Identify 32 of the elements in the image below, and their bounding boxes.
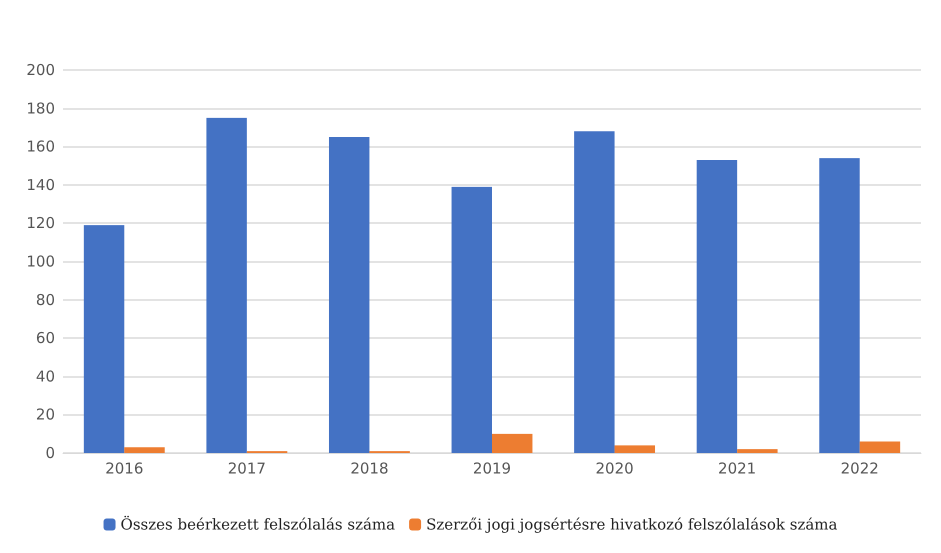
bar [696,160,738,453]
bar [206,118,247,453]
x-tick-label: 2020 [595,460,634,478]
bar [492,434,532,453]
bar [328,137,370,453]
bar [614,445,656,453]
bar [819,158,860,453]
bar [124,447,165,453]
legend-label: Összes beérkezett felszólalás száma [120,516,396,534]
y-tick-label: 60 [36,329,55,348]
legend-label: Szerzői jogi jogsértésre hivatkozó felszólalások száma [426,516,838,534]
y-tick-label: 180 [26,99,55,118]
bar [452,186,492,453]
x-tick-label: 2019 [472,460,512,478]
bar [574,131,615,453]
y-tick-label: 100 [26,252,55,270]
y-tick-label: 160 [26,138,55,156]
y-tick-label: 0 [45,444,55,462]
y-tick-label: 20 [36,406,55,424]
x-tick-label: 2017 [228,460,266,478]
x-tick-label: 2018 [350,460,389,478]
bar [737,449,778,453]
y-tick-label: 80 [36,290,55,309]
y-tick-label: 40 [36,367,55,386]
y-tick-label: 140 [26,176,55,194]
bar [84,225,124,453]
x-tick-label: 2022 [840,460,879,478]
bar [860,442,900,453]
x-tick-label: 2021 [718,460,756,478]
y-tick-label: 120 [26,214,55,232]
y-tick-label: 200 [26,61,55,79]
x-tick-label: 2016 [105,460,144,478]
